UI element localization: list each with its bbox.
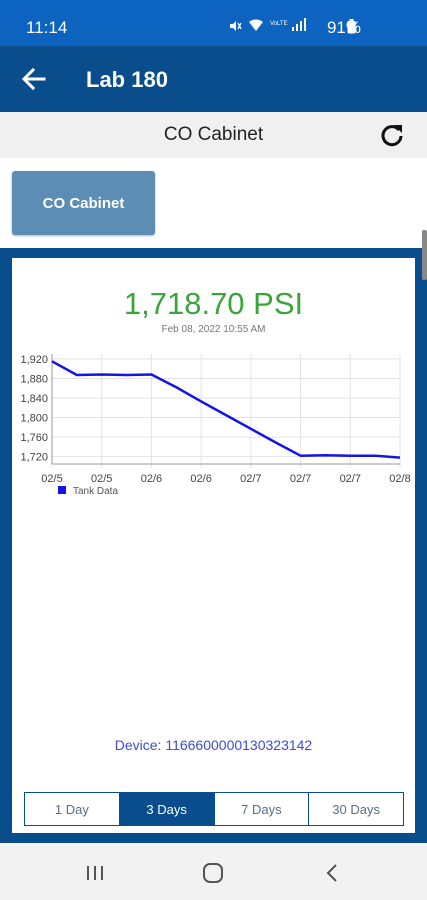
x-tick-label: 02/8	[389, 473, 410, 485]
range-tab-30-days[interactable]: 30 Days	[332, 801, 380, 817]
page-title: Lab 180	[86, 67, 168, 92]
x-tick-label: 02/7	[290, 473, 311, 485]
refresh-icon[interactable]	[379, 122, 405, 148]
pressure-chart: 02/5 02/5 02/6 02/6 02/7 02/7 02/7 02/8 1,720 1,7…	[20, 354, 410, 497]
x-tick-label: 02/7	[240, 473, 261, 485]
cabinet-selector: CO Cabinet	[0, 158, 427, 248]
reading-timestamp: Feb 08, 2022 10:55 AM	[161, 324, 266, 335]
section-header: CO Cabinet	[0, 112, 427, 158]
legend-swatch	[58, 486, 66, 494]
range-tab-3-days[interactable]: 3 Days	[119, 793, 215, 825]
range-tab-1-day[interactable]: 1 Day	[25, 793, 120, 825]
y-tick-label: 1,800	[20, 413, 48, 425]
series-line-tank-data	[51, 360, 401, 459]
system-nav-bar	[0, 843, 427, 900]
y-tick-label: 1,880	[20, 373, 48, 385]
app-bar: Lab 180	[0, 46, 427, 112]
back-icon[interactable]	[321, 861, 345, 885]
x-tick-label: 02/5	[91, 473, 112, 485]
battery-icon	[347, 19, 356, 34]
y-tick-label: 1,840	[20, 393, 48, 405]
range-tabs: 1 Day 3 Days 7 Days 30 Days	[24, 792, 404, 826]
back-arrow-icon[interactable]	[16, 62, 50, 96]
mute-icon	[230, 21, 242, 31]
y-tick-label: 1,760	[20, 432, 48, 444]
signal-icon: VoLTE	[270, 18, 306, 31]
x-tick-label: 02/6	[190, 473, 211, 485]
x-tick-label: 02/6	[141, 473, 162, 485]
cabinet-button[interactable]: CO Cabinet	[12, 171, 155, 235]
device-id: Device: 1166600000130323142	[114, 737, 313, 753]
section-title: CO Cabinet	[163, 124, 264, 145]
legend-label: Tank Data	[73, 486, 118, 497]
svg-text:VoLTE: VoLTE	[270, 21, 288, 27]
pressure-reading: 1,718.70 PSI	[123, 286, 304, 321]
x-tick-label: 02/5	[41, 473, 62, 485]
x-tick-label: 02/7	[340, 473, 361, 485]
status-time: 11:14	[26, 18, 68, 37]
tank-card: 1,718.70 PSI Feb 08, 2022 10:55 AM 02/5 0…	[12, 258, 415, 833]
home-icon[interactable]	[201, 861, 225, 885]
y-tick-label: 1,920	[20, 354, 48, 366]
wifi-icon	[249, 19, 263, 31]
scroll-indicator	[422, 230, 427, 280]
recent-apps-icon[interactable]	[83, 861, 107, 885]
range-tab-7-days[interactable]: 7 Days	[215, 793, 310, 825]
y-tick-label: 1,720	[20, 452, 48, 464]
status-bar: 11:14 VoLTE 91%	[0, 0, 427, 46]
